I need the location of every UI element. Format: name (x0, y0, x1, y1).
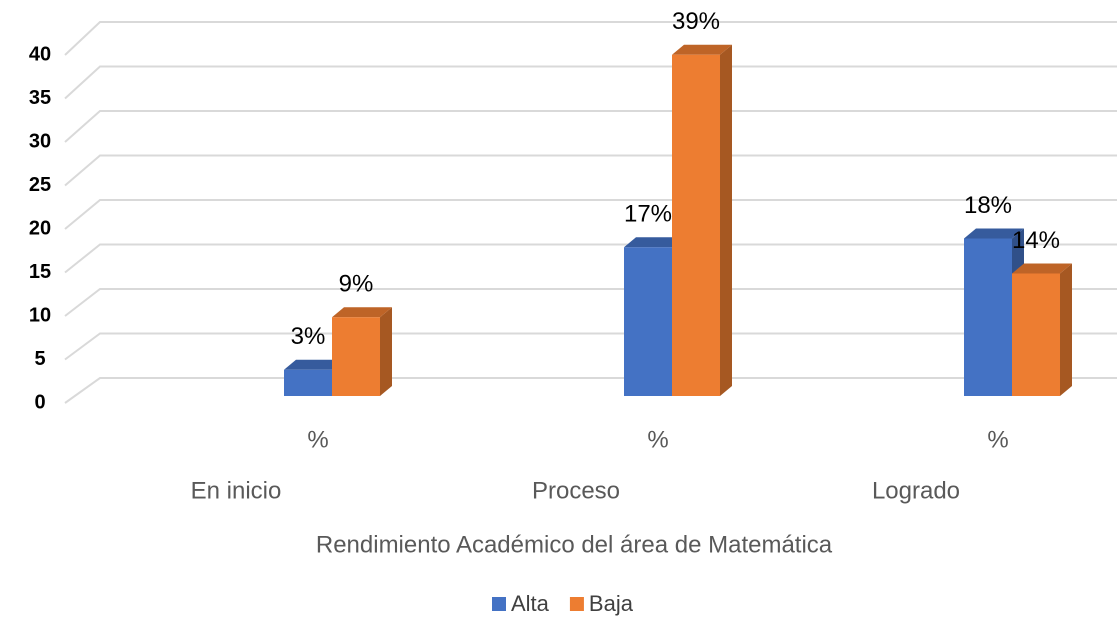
legend-swatch (569, 597, 584, 611)
value-label: 17% (624, 201, 672, 228)
legend-label: Baja (589, 591, 634, 616)
bar-top (332, 307, 392, 318)
bar-top (624, 237, 684, 248)
x-tick-label: % (987, 426, 1008, 453)
grid-line (64, 377, 1117, 404)
value-label: 39% (672, 8, 720, 35)
value-label: 14% (1012, 227, 1060, 254)
x-axis-title: Rendimiento Académico del área de Matemá… (316, 531, 833, 558)
bar-front (284, 369, 332, 396)
bar-top (284, 359, 344, 370)
y-tick-label: 5 (34, 348, 45, 370)
bar-front (964, 238, 1012, 396)
bar-top (672, 44, 732, 55)
group-label: Logrado (872, 477, 960, 504)
bar (1012, 263, 1072, 396)
grid-line (64, 110, 1117, 143)
bar-top (964, 228, 1024, 239)
y-tick-label: 25 (29, 174, 51, 196)
y-tick-label: 20 (29, 217, 51, 239)
y-tick-label: 35 (29, 87, 51, 109)
bar-top (1012, 263, 1072, 274)
y-tick-label: 40 (29, 43, 51, 65)
grid-line (64, 199, 1117, 230)
bar (332, 307, 392, 396)
grid-line (64, 65, 1117, 100)
bar-front (624, 247, 672, 396)
grid-line (64, 243, 1117, 274)
grid-line (64, 21, 1117, 56)
bar-side (720, 44, 732, 396)
group-label: En inicio (191, 477, 282, 504)
legend-swatch (492, 597, 506, 611)
grid-line (64, 332, 1117, 361)
grid-line (64, 154, 1117, 187)
value-label: 3% (291, 323, 326, 350)
bar-front (1012, 273, 1060, 396)
y-tick-label: 10 (29, 304, 51, 326)
legend-label: Alta (511, 591, 550, 616)
group-label: Proceso (532, 477, 620, 504)
bar-front (672, 54, 720, 396)
value-label: 9% (339, 271, 374, 298)
bar (672, 44, 732, 396)
bar-front (332, 317, 380, 396)
bar-side (1060, 263, 1072, 396)
y-tick-label: 15 (29, 261, 51, 283)
x-tick-label: % (647, 426, 668, 453)
y-tick-label: 0 (34, 391, 45, 413)
grid-line (64, 288, 1117, 317)
y-tick-label: 30 (29, 130, 51, 152)
bar-side (380, 307, 392, 396)
x-tick-label: % (307, 426, 328, 453)
value-label: 18% (964, 192, 1012, 219)
